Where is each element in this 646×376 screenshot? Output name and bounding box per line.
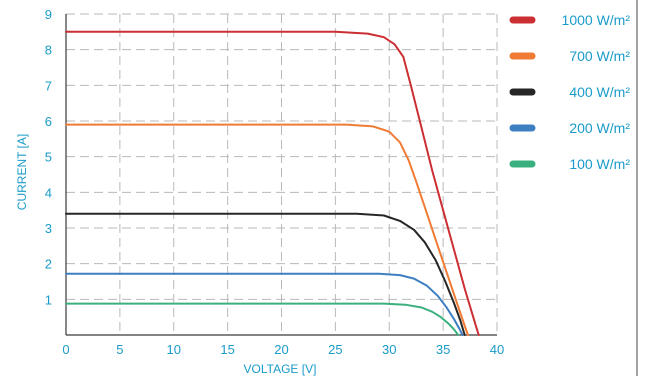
series-line-0 — [65, 30, 480, 336]
series-lines — [65, 30, 480, 336]
legend-label: 400 W/m² — [569, 84, 630, 100]
x-tick-label: 35 — [436, 342, 450, 357]
series-line-2 — [65, 212, 466, 336]
y-tick-label: 5 — [45, 150, 52, 165]
y-tick-label: 9 — [45, 7, 52, 22]
y-tick-label: 7 — [45, 78, 52, 93]
x-tick-label: 25 — [328, 342, 342, 357]
y-tick-label: 4 — [45, 185, 52, 200]
y-tick-label: 3 — [45, 221, 52, 236]
x-axis-ticks: 0 5 10 15 20 25 30 35 40 — [62, 342, 504, 357]
y-tick-label: 6 — [45, 114, 52, 129]
x-tick-label: 40 — [490, 342, 504, 357]
legend: 1000 W/m² 700 W/m² 400 W/m² 200 W/m² 100 W/m… — [509, 12, 631, 172]
y-tick-label: 8 — [45, 43, 52, 58]
legend-label: 200 W/m² — [569, 120, 630, 136]
x-tick-label: 15 — [220, 342, 234, 357]
x-tick-label: 10 — [167, 342, 181, 357]
x-axis-title: VOLTAGE [V] — [244, 362, 317, 376]
y-axis-title: CURRENT [A] — [15, 134, 29, 210]
series-line-1 — [65, 123, 469, 336]
y-axis-ticks: 1 2 3 4 5 6 7 8 9 — [45, 7, 52, 307]
x-tick-label: 30 — [382, 342, 396, 357]
legend-label: 700 W/m² — [569, 48, 630, 64]
legend-label: 100 W/m² — [569, 156, 630, 172]
series-line-4 — [65, 302, 460, 336]
plot-frame — [65, 14, 497, 336]
legend-label: 1000 W/m² — [562, 12, 631, 28]
y-tick-label: 1 — [45, 292, 52, 307]
x-tick-label: 0 — [62, 342, 69, 357]
x-tick-label: 5 — [116, 342, 123, 357]
y-tick-label: 2 — [45, 257, 52, 272]
series-line-3 — [65, 272, 464, 336]
x-tick-label: 20 — [274, 342, 288, 357]
grid — [66, 13, 498, 335]
